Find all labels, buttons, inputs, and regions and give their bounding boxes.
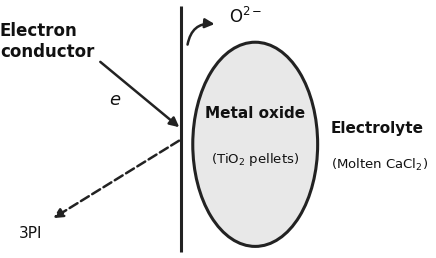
Text: e: e	[109, 91, 121, 109]
Text: 3PI: 3PI	[19, 226, 42, 241]
Text: Electron
conductor: Electron conductor	[0, 22, 94, 61]
Text: Metal oxide: Metal oxide	[205, 106, 305, 121]
Ellipse shape	[193, 42, 318, 246]
Text: (Molten CaCl$_2$): (Molten CaCl$_2$)	[331, 157, 428, 173]
Text: (TiO$_2$ pellets): (TiO$_2$ pellets)	[211, 151, 299, 168]
Text: Electrolyte: Electrolyte	[331, 122, 424, 136]
Text: O$^{2-}$: O$^{2-}$	[229, 7, 262, 27]
